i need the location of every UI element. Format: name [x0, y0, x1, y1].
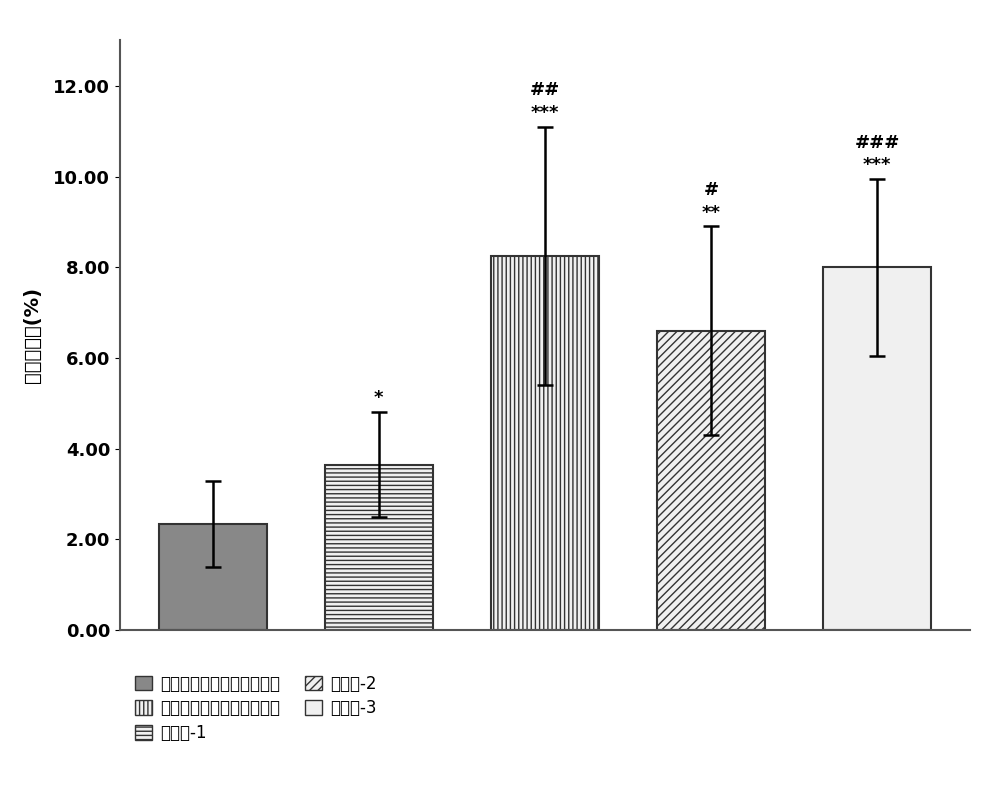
- Bar: [325, 465, 433, 630]
- Bar: [159, 524, 267, 630]
- Text: ***: ***: [863, 156, 892, 175]
- Bar: [491, 256, 599, 630]
- Text: #: #: [704, 181, 719, 200]
- Y-axis label: 肿瘾重量比(%): 肿瘾重量比(%): [23, 288, 42, 383]
- Text: ***: ***: [531, 104, 559, 122]
- Text: *: *: [374, 389, 384, 407]
- Text: ###: ###: [855, 133, 900, 152]
- Text: ##: ##: [530, 82, 560, 99]
- Bar: [823, 267, 931, 630]
- Bar: [657, 330, 765, 630]
- Text: **: **: [702, 204, 721, 222]
- Legend: 光动力治疗组（高浓度组）, 光动力治疗组（低浓度组）, 对照组-1, 对照组-2, 对照组-3: 光动力治疗组（高浓度组）, 光动力治疗组（低浓度组）, 对照组-1, 对照组-2…: [128, 668, 383, 749]
